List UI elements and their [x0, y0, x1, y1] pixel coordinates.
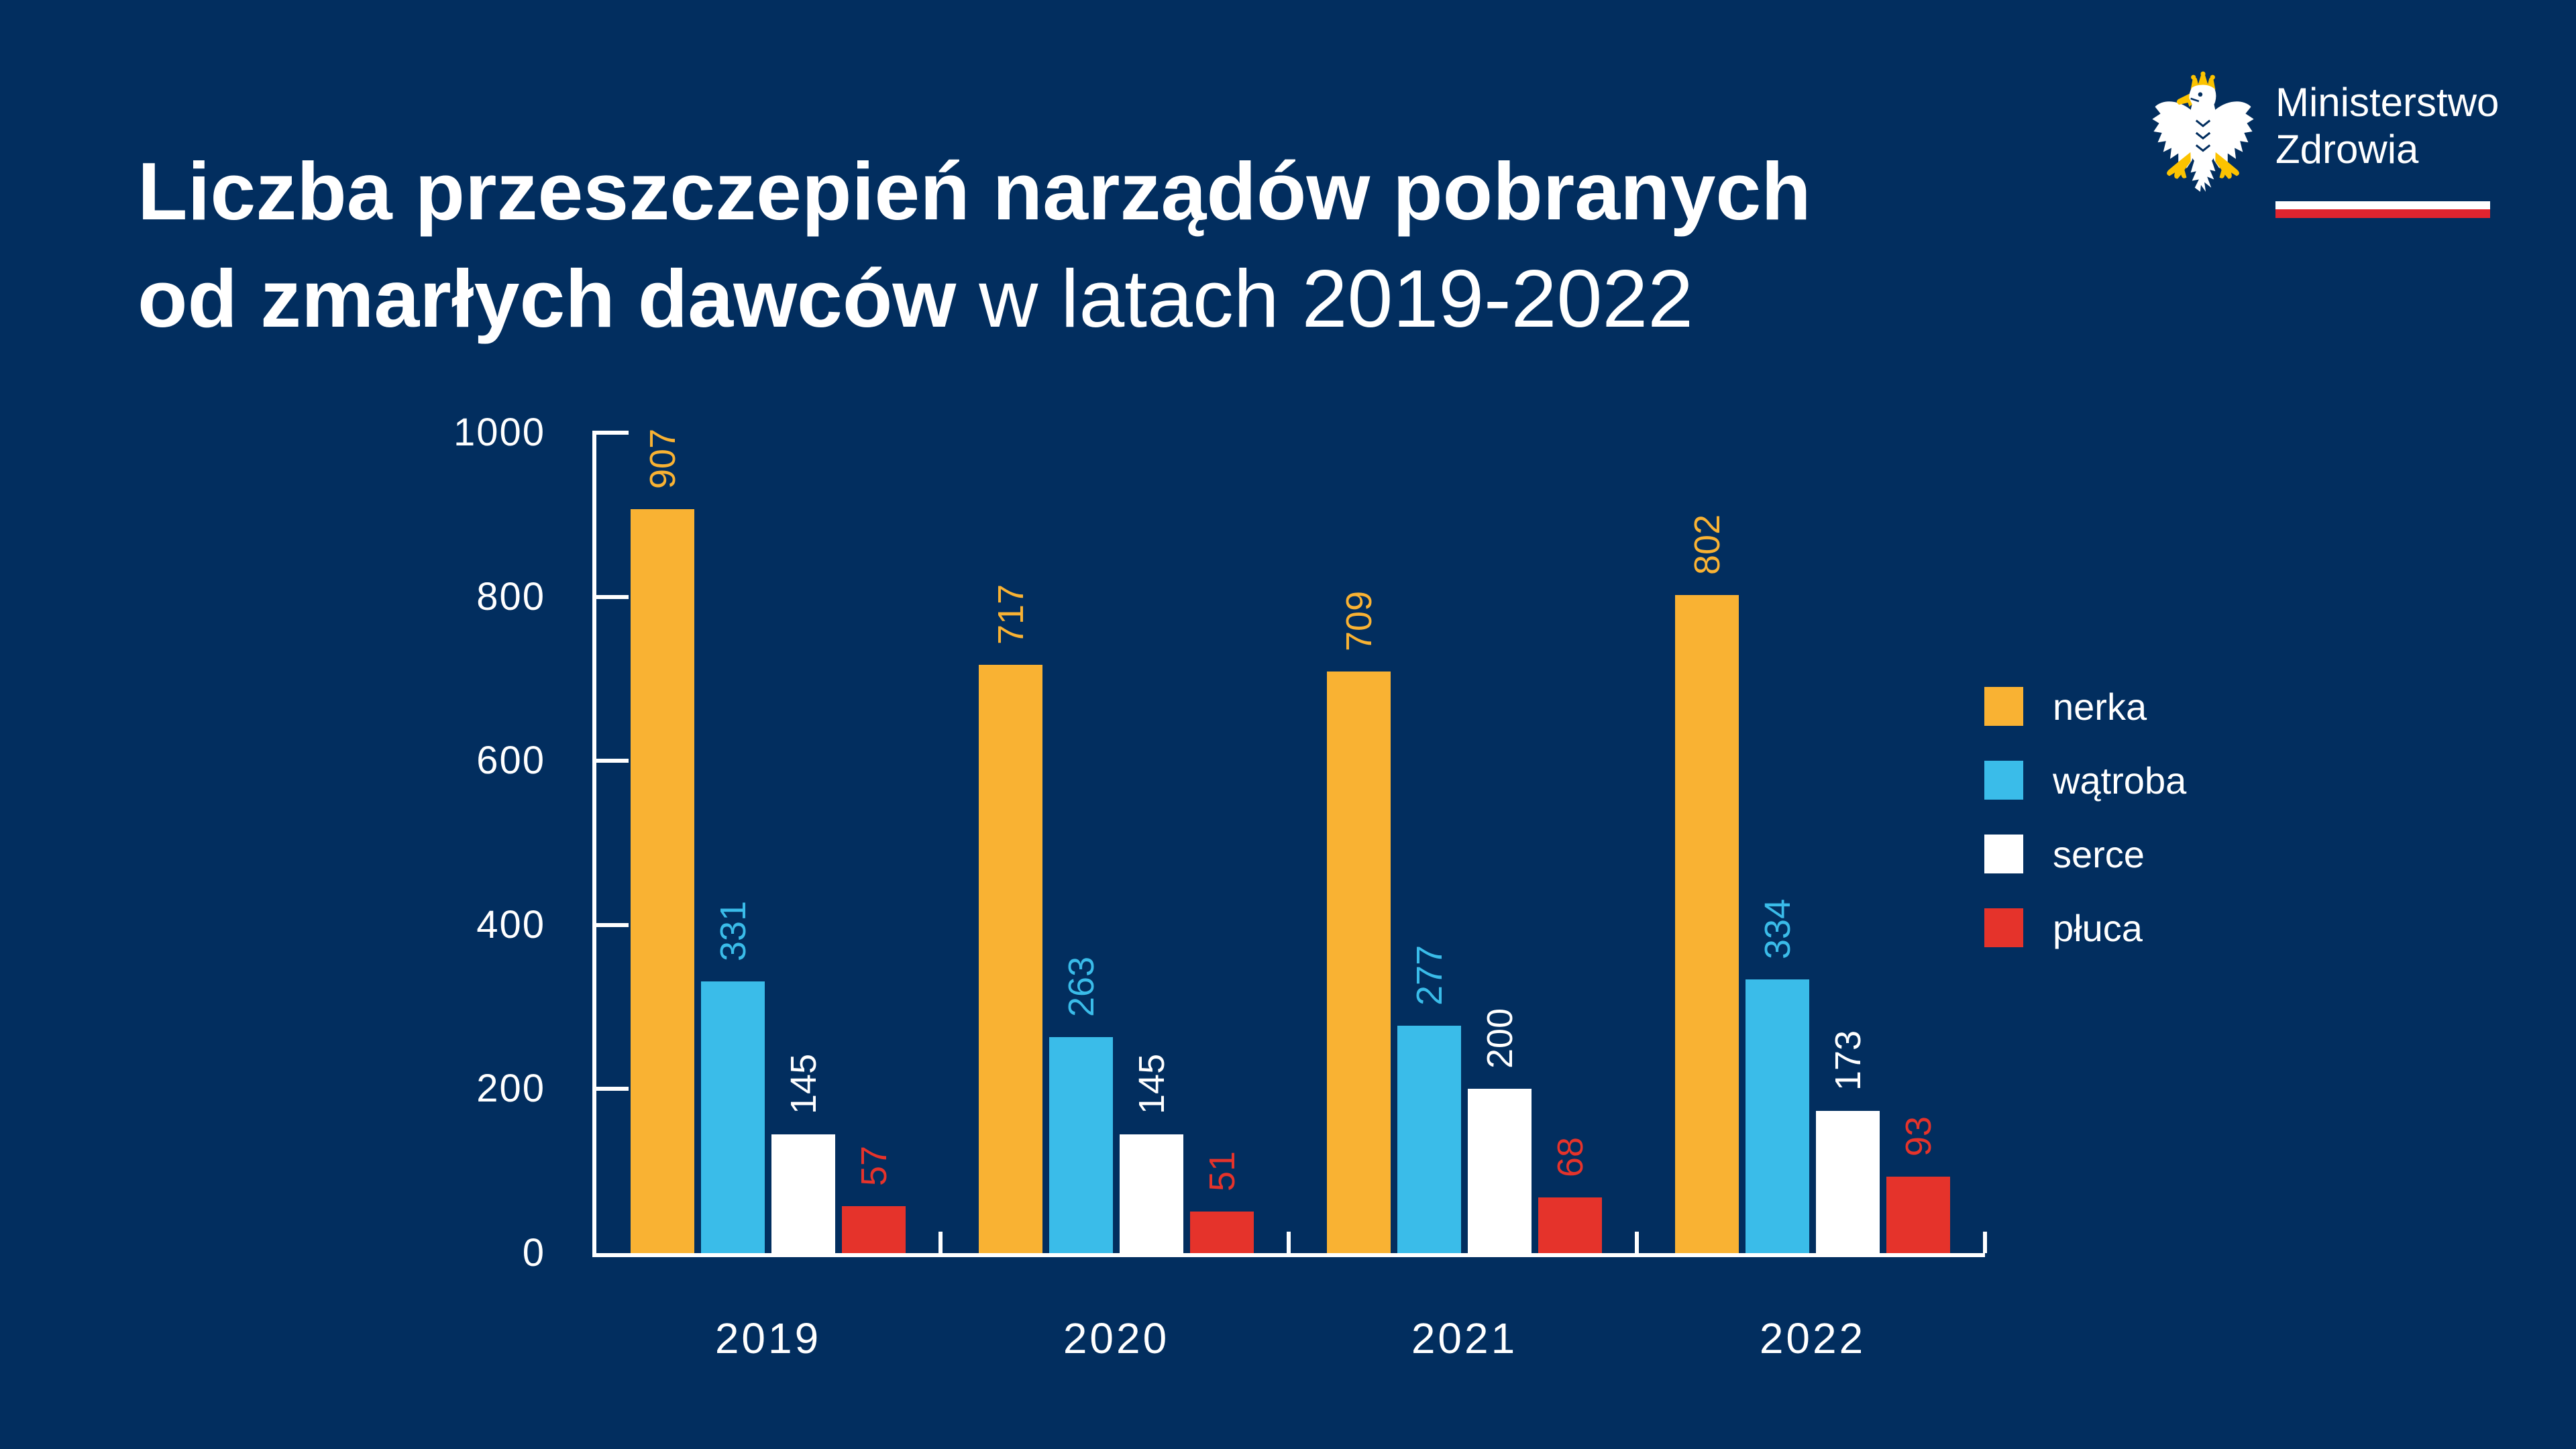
y-axis-tick-200 — [592, 1087, 629, 1091]
x-axis-tick-3 — [1635, 1232, 1639, 1253]
x-axis-tick-1 — [938, 1232, 943, 1253]
y-axis-tick-800 — [592, 594, 629, 599]
bar-nerka-2019 — [631, 508, 694, 1253]
legend-label-płuca: płuca — [2053, 906, 2143, 949]
ministry-name-line2: Zdrowia — [2275, 127, 2419, 172]
bar-serce-2020 — [1120, 1134, 1183, 1253]
bar-wątroba-2021 — [1397, 1026, 1461, 1253]
y-axis-label-400: 400 — [476, 902, 545, 947]
legend-item-wątroba: wątroba — [1984, 759, 2187, 802]
bar-value-label-płuca-2019: 57 — [853, 1146, 894, 1187]
chart-legend: nerka wątroba serce płuca — [1984, 685, 2187, 982]
y-axis-tick-600 — [592, 759, 629, 763]
bar-serce-2019 — [771, 1134, 835, 1253]
bar-value-label-wątroba-2021: 277 — [1409, 945, 1450, 1006]
y-axis-tick-400 — [592, 922, 629, 927]
x-axis-line — [592, 1253, 1985, 1257]
ministry-name: Ministerstwo Zdrowia — [2275, 79, 2499, 173]
bar-nerka-2020 — [979, 665, 1042, 1253]
bar-serce-2022 — [1816, 1111, 1880, 1253]
legend-swatch-serce — [1984, 835, 2023, 873]
y-axis-label-0: 0 — [522, 1231, 545, 1275]
bar-serce-2021 — [1468, 1089, 1532, 1253]
bar-value-label-serce-2021: 200 — [1479, 1008, 1520, 1069]
x-axis-label-2021: 2021 — [1411, 1314, 1518, 1362]
bar-value-label-nerka-2022: 802 — [1686, 515, 1727, 576]
x-axis-label-2019: 2019 — [714, 1314, 822, 1362]
legend-item-nerka: nerka — [1984, 685, 2186, 728]
bar-wątroba-2022 — [1746, 979, 1809, 1253]
bar-wątroba-2019 — [701, 981, 765, 1253]
ministry-name-line1: Ministerstwo — [2275, 80, 2500, 125]
legend-swatch-płuca — [1984, 908, 2023, 947]
page-title: Liczba przeszczepień narządów pobranych … — [138, 138, 1811, 352]
bar-płuca-2020 — [1190, 1211, 1254, 1253]
bar-value-label-serce-2019: 145 — [783, 1053, 824, 1114]
bar-value-label-serce-2022: 173 — [1827, 1030, 1868, 1091]
bar-value-label-nerka-2021: 709 — [1338, 590, 1379, 651]
bar-płuca-2021 — [1538, 1197, 1602, 1253]
bar-value-label-serce-2020: 145 — [1131, 1053, 1172, 1114]
bar-value-label-nerka-2020: 717 — [990, 584, 1031, 645]
bar-nerka-2022 — [1675, 595, 1739, 1253]
flag-white-band — [2275, 201, 2490, 209]
y-axis-label-600: 600 — [476, 739, 545, 783]
bar-płuca-2019 — [842, 1206, 906, 1253]
legend-swatch-nerka — [1984, 687, 2023, 726]
x-axis-label-2022: 2022 — [1759, 1314, 1866, 1362]
polish-eagle-icon — [2152, 71, 2254, 192]
x-axis-label-2020: 2020 — [1063, 1314, 1170, 1362]
flag-red-band — [2275, 209, 2490, 218]
bar-value-label-wątroba-2020: 263 — [1061, 957, 1102, 1018]
legend-item-płuca: płuca — [1984, 906, 2186, 949]
y-axis-label-1000: 1000 — [453, 411, 545, 454]
x-axis-tick-4 — [1983, 1232, 1987, 1253]
bar-nerka-2021 — [1327, 671, 1391, 1253]
y-axis-tick-1000 — [592, 431, 629, 435]
bar-wątroba-2020 — [1049, 1037, 1113, 1253]
poland-flag-stripe — [2275, 201, 2490, 218]
legend-item-serce: serce — [1984, 833, 2186, 875]
y-axis-label-800: 800 — [476, 574, 545, 619]
bar-płuca-2022 — [1886, 1177, 1950, 1253]
x-axis-tick-2 — [1287, 1232, 1291, 1253]
legend-label-serce: serce — [2053, 833, 2145, 875]
bar-value-label-nerka-2019: 907 — [642, 428, 683, 489]
bar-value-label-płuca-2021: 68 — [1550, 1136, 1591, 1177]
legend-swatch-wątroba — [1984, 761, 2023, 800]
bar-value-label-wątroba-2022: 334 — [1757, 898, 1798, 959]
page-title-line2: od zmarłych dawców w latach 2019-2022 — [138, 253, 1694, 344]
bar-value-label-płuca-2020: 51 — [1201, 1150, 1242, 1191]
y-axis-label-200: 200 — [476, 1067, 545, 1111]
y-axis-line — [592, 433, 596, 1253]
legend-label-nerka: nerka — [2053, 685, 2147, 728]
bar-chart-plot-area: 0 200 400 600 800 1000 907 331 145 57 2019 717 263 14… — [453, 413, 1987, 1362]
legend-label-wątroba: wątroba — [2053, 759, 2187, 802]
page-title-line1: Liczba przeszczepień narządów pobranych — [138, 146, 1811, 237]
bar-value-label-płuca-2022: 93 — [1898, 1116, 1939, 1157]
bar-value-label-wątroba-2019: 331 — [712, 901, 753, 962]
